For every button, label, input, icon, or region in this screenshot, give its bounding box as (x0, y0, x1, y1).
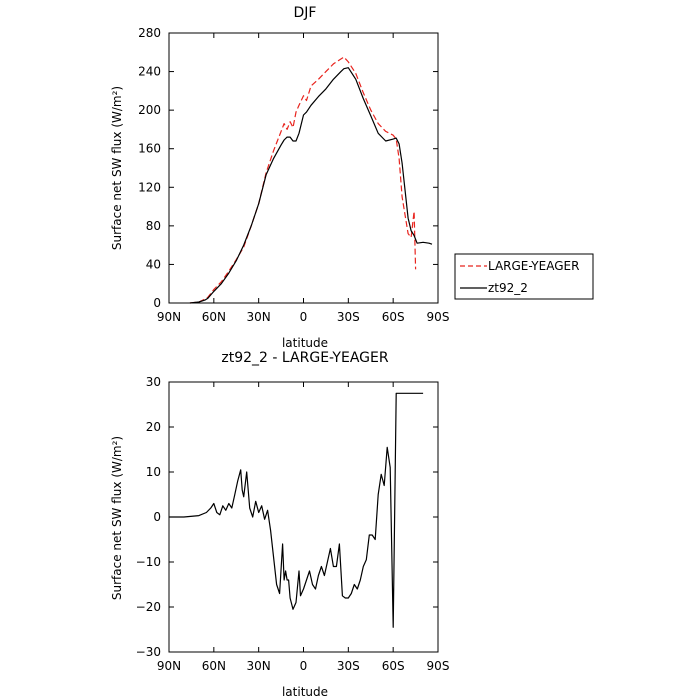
series-line-zt92-2 (189, 67, 433, 304)
y-tick-label: −20 (136, 600, 161, 614)
y-tick-label: −10 (136, 555, 161, 569)
plot-frame-top (168, 32, 439, 304)
legend: LARGE-YEAGER zt92_2 (454, 253, 594, 300)
x-tick-label: 30N (247, 310, 271, 324)
plot-frame-bottom (168, 381, 439, 653)
y-tick-label: 0 (153, 510, 161, 524)
y-tick-label: 200 (138, 103, 161, 117)
y-tick-label: 30 (146, 375, 161, 389)
x-tick-label: 90S (427, 659, 450, 673)
x-tick-label: 60N (202, 310, 226, 324)
plot-lines-top (189, 56, 433, 304)
legend-label-large-yeager: LARGE-YEAGER (488, 259, 579, 273)
series-line-diff-0 (169, 392, 424, 628)
legend-box (454, 253, 594, 300)
x-tick-label: 60N (202, 659, 226, 673)
x-axis-title-bottom: latitude (282, 685, 328, 699)
x-axis-title-top: latitude (282, 336, 328, 350)
y-tick-label: 240 (138, 65, 161, 79)
y-tick-label: 0 (153, 296, 161, 310)
panel-top: DJF Surface net SW flux (W/m²) latitude … (110, 5, 449, 350)
panel-title-top: DJF (294, 5, 317, 21)
panel-bottom: zt92_2 - LARGE-YEAGER Surface net SW flu… (110, 350, 449, 699)
x-tick-label: 90S (427, 310, 450, 324)
x-tick-label: 30N (247, 659, 271, 673)
y-tick-label: 120 (138, 180, 161, 194)
y-tick-label: −30 (136, 645, 161, 659)
axis-ticks-bottom: 90N 60N 30N 0 30S 60S 90S −30 −20 −10 0 10 20 30 (136, 375, 450, 673)
legend-label-zt92-2: zt92_2 (488, 281, 528, 295)
y-tick-label: 40 (146, 257, 161, 271)
x-tick-label: 60S (382, 659, 405, 673)
series-line-large-yeager (189, 56, 417, 304)
y-tick-label: 10 (146, 465, 161, 479)
x-tick-label: 90N (157, 659, 181, 673)
x-tick-label: 90N (157, 310, 181, 324)
plot-lines-bottom (169, 392, 424, 628)
x-tick-label: 30S (337, 659, 360, 673)
y-tick-label: 20 (146, 420, 161, 434)
y-axis-title-top: Surface net SW flux (W/m²) (110, 86, 124, 250)
y-tick-label: 160 (138, 142, 161, 156)
y-axis-title-bottom: Surface net SW flux (W/m²) (110, 436, 124, 600)
x-tick-label: 0 (300, 659, 308, 673)
panel-title-bottom: zt92_2 - LARGE-YEAGER (221, 350, 388, 366)
y-tick-label: 80 (146, 219, 161, 233)
x-tick-label: 60S (382, 310, 405, 324)
y-tick-label: 280 (138, 26, 161, 40)
x-tick-label: 0 (300, 310, 308, 324)
axis-ticks-top: 90N 60N 30N 0 30S 60S 90S 0 40 80 120 160 200 240 280 (138, 26, 449, 324)
x-tick-label: 30S (337, 310, 360, 324)
